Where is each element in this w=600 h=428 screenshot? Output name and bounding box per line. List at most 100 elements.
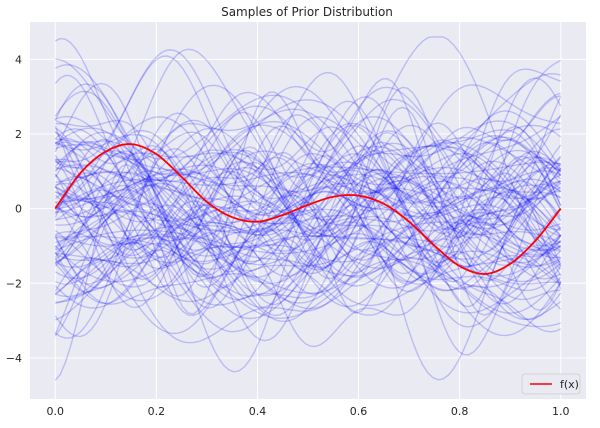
prior-sample-line — [55, 182, 562, 344]
prior-sample-line — [54, 83, 562, 308]
plot-area — [30, 22, 586, 399]
prior-sample-line — [54, 116, 562, 289]
prior-sample-line — [55, 99, 562, 268]
prior-sample-line — [54, 161, 561, 288]
prior-sample-line — [55, 98, 561, 303]
prior-sample-line — [54, 139, 561, 227]
prior-samples — [54, 36, 562, 381]
prior-sample-line — [54, 145, 561, 306]
x-tick-label: 0.0 — [47, 405, 65, 418]
prior-sample-line — [54, 48, 562, 316]
legend-label-fx: f(x) — [560, 378, 579, 391]
prior-sample-line — [55, 120, 562, 278]
prior-sample-line — [55, 58, 562, 314]
prior-sample-line — [54, 131, 562, 249]
x-tick-label: 0.6 — [350, 405, 368, 418]
prior-sample-line — [54, 122, 562, 321]
prior-sample-line — [54, 149, 561, 275]
y-axis-ticks: −4 −2 0 2 4 — [6, 53, 22, 365]
x-tick-label: 1.0 — [552, 405, 570, 418]
prior-sample-line — [55, 160, 562, 373]
prior-sample-line — [54, 129, 562, 285]
prior-sample-line — [55, 173, 562, 231]
prior-sample-line — [54, 166, 561, 301]
prior-sample-line — [55, 115, 562, 259]
prior-sample-line — [54, 131, 562, 285]
prior-sample-line — [55, 86, 562, 267]
prior-sample-line — [54, 141, 561, 246]
prior-sample-line — [54, 131, 562, 288]
prior-sample-line — [55, 119, 562, 348]
prior-sample-line — [55, 115, 562, 255]
prior-sample-line — [54, 119, 562, 267]
prior-sample-line — [55, 144, 561, 333]
prior-sample-line — [55, 124, 562, 323]
x-tick-label: 0.2 — [148, 405, 166, 418]
prior-sample-line — [55, 84, 562, 307]
prior-sample-line — [55, 77, 562, 278]
x-tick-label: 0.8 — [451, 405, 469, 418]
prior-sample-line — [54, 153, 561, 337]
prior-sample-line — [54, 114, 562, 309]
prior-sample-line — [55, 126, 562, 381]
prior-sample-line — [54, 122, 561, 285]
x-axis-ticks: 0.0 0.2 0.4 0.6 0.8 1.0 — [47, 405, 570, 418]
prior-sample-line — [54, 156, 561, 261]
series-line-fx — [54, 143, 562, 275]
prior-sample-line — [55, 105, 561, 231]
prior-sample-line — [55, 55, 562, 337]
prior-sample-line — [55, 136, 562, 225]
prior-sample-line — [55, 130, 562, 342]
prior-sample-line — [54, 141, 562, 270]
prior-sample-line — [54, 146, 561, 283]
prior-sample-line — [55, 85, 562, 270]
prior-sample-line — [54, 127, 562, 285]
prior-sample-line — [55, 180, 561, 304]
prior-sample-line — [54, 91, 562, 381]
prior-sample-line — [54, 59, 562, 283]
prior-sample-line — [55, 37, 562, 268]
prior-sample-line — [54, 210, 562, 314]
prior-sample-line — [54, 127, 562, 237]
prior-sample-line — [54, 112, 562, 293]
series-lines — [54, 143, 562, 275]
prior-sample-line — [54, 141, 562, 310]
prior-sample-line — [54, 124, 562, 328]
prior-sample-line — [55, 136, 562, 320]
prior-sample-line — [54, 149, 562, 335]
prior-sample-line — [55, 145, 562, 225]
prior-sample-line — [54, 128, 562, 263]
prior-sample-line — [54, 151, 562, 314]
prior-sample-line — [54, 108, 562, 338]
prior-sample-line — [54, 152, 562, 264]
y-tick-label: 2 — [15, 128, 22, 141]
chart-title: Samples of Prior Distribution — [221, 5, 393, 19]
prior-sample-line — [54, 157, 561, 251]
prior-sample-line — [55, 138, 561, 333]
prior-sample-line — [54, 165, 562, 289]
prior-sample-line — [54, 159, 562, 356]
prior-sample-line — [54, 91, 562, 253]
y-tick-label: 0 — [15, 203, 22, 216]
prior-sample-line — [54, 95, 561, 210]
prior-sample-line — [55, 119, 562, 321]
prior-sample-line — [55, 64, 561, 294]
y-tick-label: −4 — [6, 352, 22, 365]
prior-sample-line — [54, 130, 562, 310]
prior-sample-line — [54, 49, 561, 244]
prior-sample-line — [54, 96, 562, 317]
prior-sample-line — [54, 221, 561, 303]
x-tick-label: 0.4 — [249, 405, 267, 418]
prior-sample-line — [55, 168, 562, 305]
prior-sample-line — [54, 110, 562, 316]
prior-sample-line — [55, 156, 562, 263]
prior-sample-line — [54, 116, 561, 259]
prior-sample-line — [54, 169, 562, 302]
prior-sample-line — [54, 154, 562, 305]
prior-sample-line — [54, 173, 562, 335]
prior-sample-line — [54, 148, 562, 339]
prior-sample-line — [54, 187, 562, 305]
y-tick-label: 4 — [15, 53, 22, 66]
prior-sample-line — [55, 172, 562, 321]
